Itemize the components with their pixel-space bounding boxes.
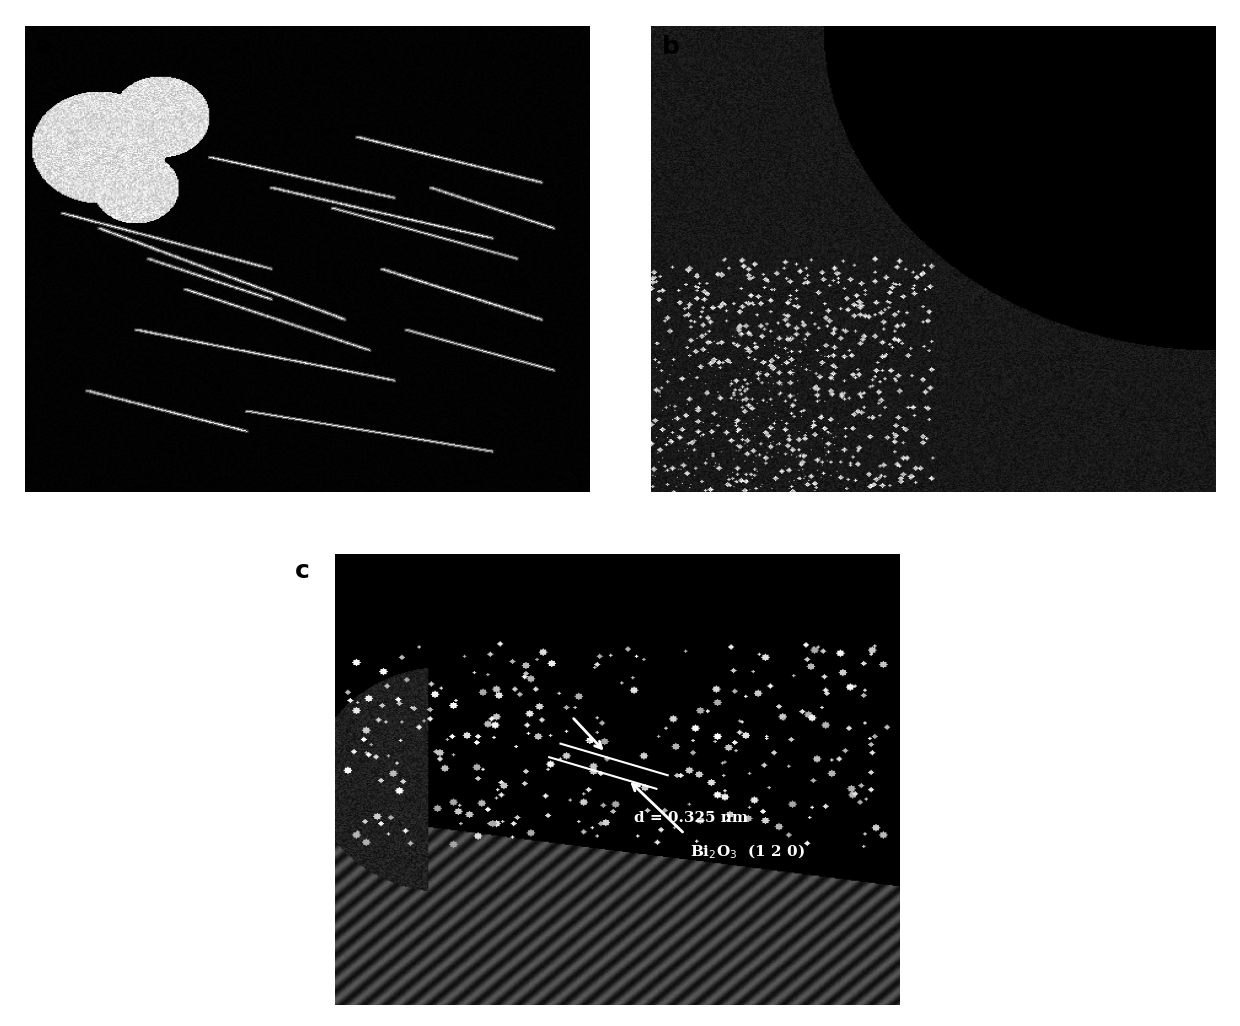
Text: a: a <box>36 35 53 58</box>
Text: c: c <box>295 559 310 583</box>
Text: b: b <box>662 35 681 58</box>
Text: Bi$_2$O$_3$  (1 2 0): Bi$_2$O$_3$ (1 2 0) <box>691 843 805 862</box>
Text: d = 0.325 nm: d = 0.325 nm <box>634 812 748 825</box>
